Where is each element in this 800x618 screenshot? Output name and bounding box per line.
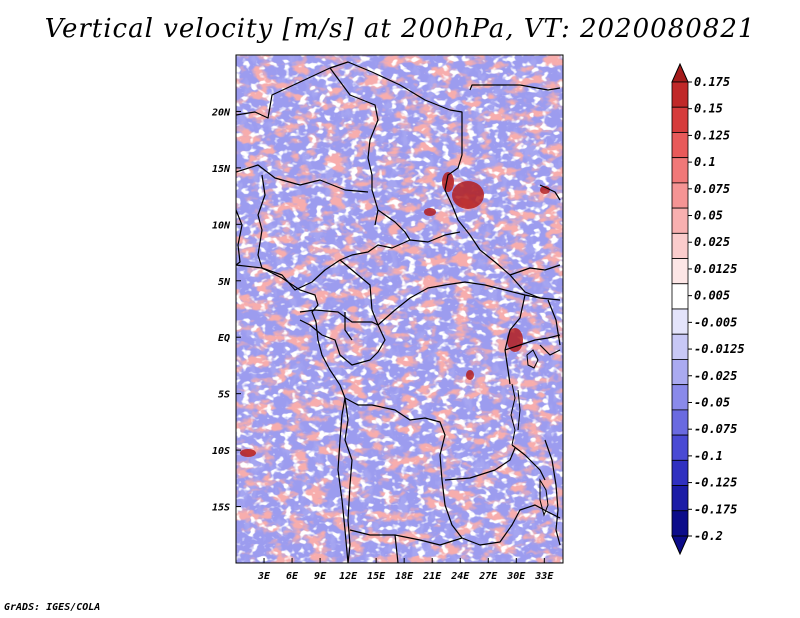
colorbar-label: -0.075: [694, 422, 737, 436]
colorbar: 0.175 0.15 0.125 0.1 0.075 0.05 0.025 0.0125 0.0…: [671, 62, 745, 556]
colorbar-segment: [671, 485, 689, 512]
lon-label: 27E: [478, 571, 498, 582]
velocity-field: [236, 55, 563, 563]
colorbar-segment: [671, 207, 689, 234]
lat-label: 5S: [218, 390, 230, 401]
colorbar-label: 0.005: [694, 289, 730, 303]
colorbar-label: -0.2: [694, 529, 723, 543]
colorbar-segment: [671, 157, 689, 184]
lat-label: 5N: [218, 277, 231, 288]
colorbar-max-arrow: [671, 62, 689, 83]
colorbar-segment: [671, 409, 689, 436]
colorbar-label: 0.05: [694, 209, 723, 223]
colorbar-min-arrow: [671, 535, 689, 556]
lon-label: 18E: [395, 571, 414, 582]
lat-label: 20N: [211, 107, 231, 118]
colorbar-label: -0.05: [694, 395, 730, 409]
colorbar-label: -0.005: [694, 315, 737, 329]
lat-label: EQ: [218, 333, 230, 344]
lat-label: 10N: [212, 220, 231, 231]
colorbar-segment: [671, 232, 689, 259]
longitude-axis: 3E 6E 9E 12E 15E 18E 21E 24E 27E 30E 33E: [257, 558, 554, 582]
lon-label: 15E: [367, 571, 386, 582]
colorbar-segment: [671, 258, 689, 285]
strong-updraft-patches: [240, 172, 550, 457]
chart-title: Vertical velocity [m/s] at 200hPa, VT: 2…: [44, 14, 756, 44]
colorbar-label: 0.0125: [694, 262, 737, 276]
colorbar-segment: [671, 459, 689, 486]
colorbar-label: 0.15: [694, 102, 723, 116]
lon-label: 24E: [450, 571, 470, 582]
lon-label: 6E: [286, 571, 299, 582]
country-borders: [236, 61, 561, 563]
coastline: [236, 209, 561, 563]
lon-label: 9E: [314, 571, 327, 582]
colorbar-segment: [671, 182, 689, 209]
lon-label: 3E: [257, 571, 271, 582]
field-neutral-pattern: [236, 55, 563, 563]
plot-frame: [235, 54, 564, 564]
lat-label: 15N: [212, 164, 231, 175]
colorbar-label: -0.175: [694, 502, 737, 516]
colorbar-segment: [671, 434, 689, 461]
lon-label: 12E: [339, 571, 358, 582]
colorbar-label: 0.125: [694, 128, 730, 142]
colorbar-label: 0.175: [694, 75, 730, 89]
colorbar-segment: [671, 384, 689, 411]
lon-label: 21E: [422, 571, 442, 582]
lake-outlines: [510, 349, 549, 517]
lat-label: 15S: [212, 503, 230, 514]
colorbar-label: 0.025: [694, 235, 730, 249]
colorbar-label: -0.125: [694, 476, 737, 490]
colorbar-segment: [671, 333, 689, 360]
colorbar-label: -0.025: [694, 369, 737, 383]
colorbar-segment: [671, 308, 689, 335]
colorbar-segment: [671, 132, 689, 159]
colorbar-label: -0.1: [694, 449, 723, 463]
lon-label: 33E: [534, 571, 554, 582]
colorbar-segment: [671, 359, 689, 386]
colorbar-segment: [671, 81, 689, 108]
colorbar-label: 0.1: [694, 155, 716, 169]
colorbar-segment: [671, 106, 689, 133]
latitude-axis: 20N 15N 10N 5N EQ 5S 10S 15S: [211, 107, 241, 514]
lon-label: 30E: [506, 571, 526, 582]
colorbar-label: 0.075: [694, 182, 730, 196]
colorbar-segment: [671, 510, 689, 537]
lat-label: 10S: [212, 446, 230, 457]
colorbar-label: -0.0125: [694, 342, 745, 356]
grads-credit: GrADS: IGES/COLA: [4, 602, 101, 613]
colorbar-segment: [671, 283, 689, 310]
